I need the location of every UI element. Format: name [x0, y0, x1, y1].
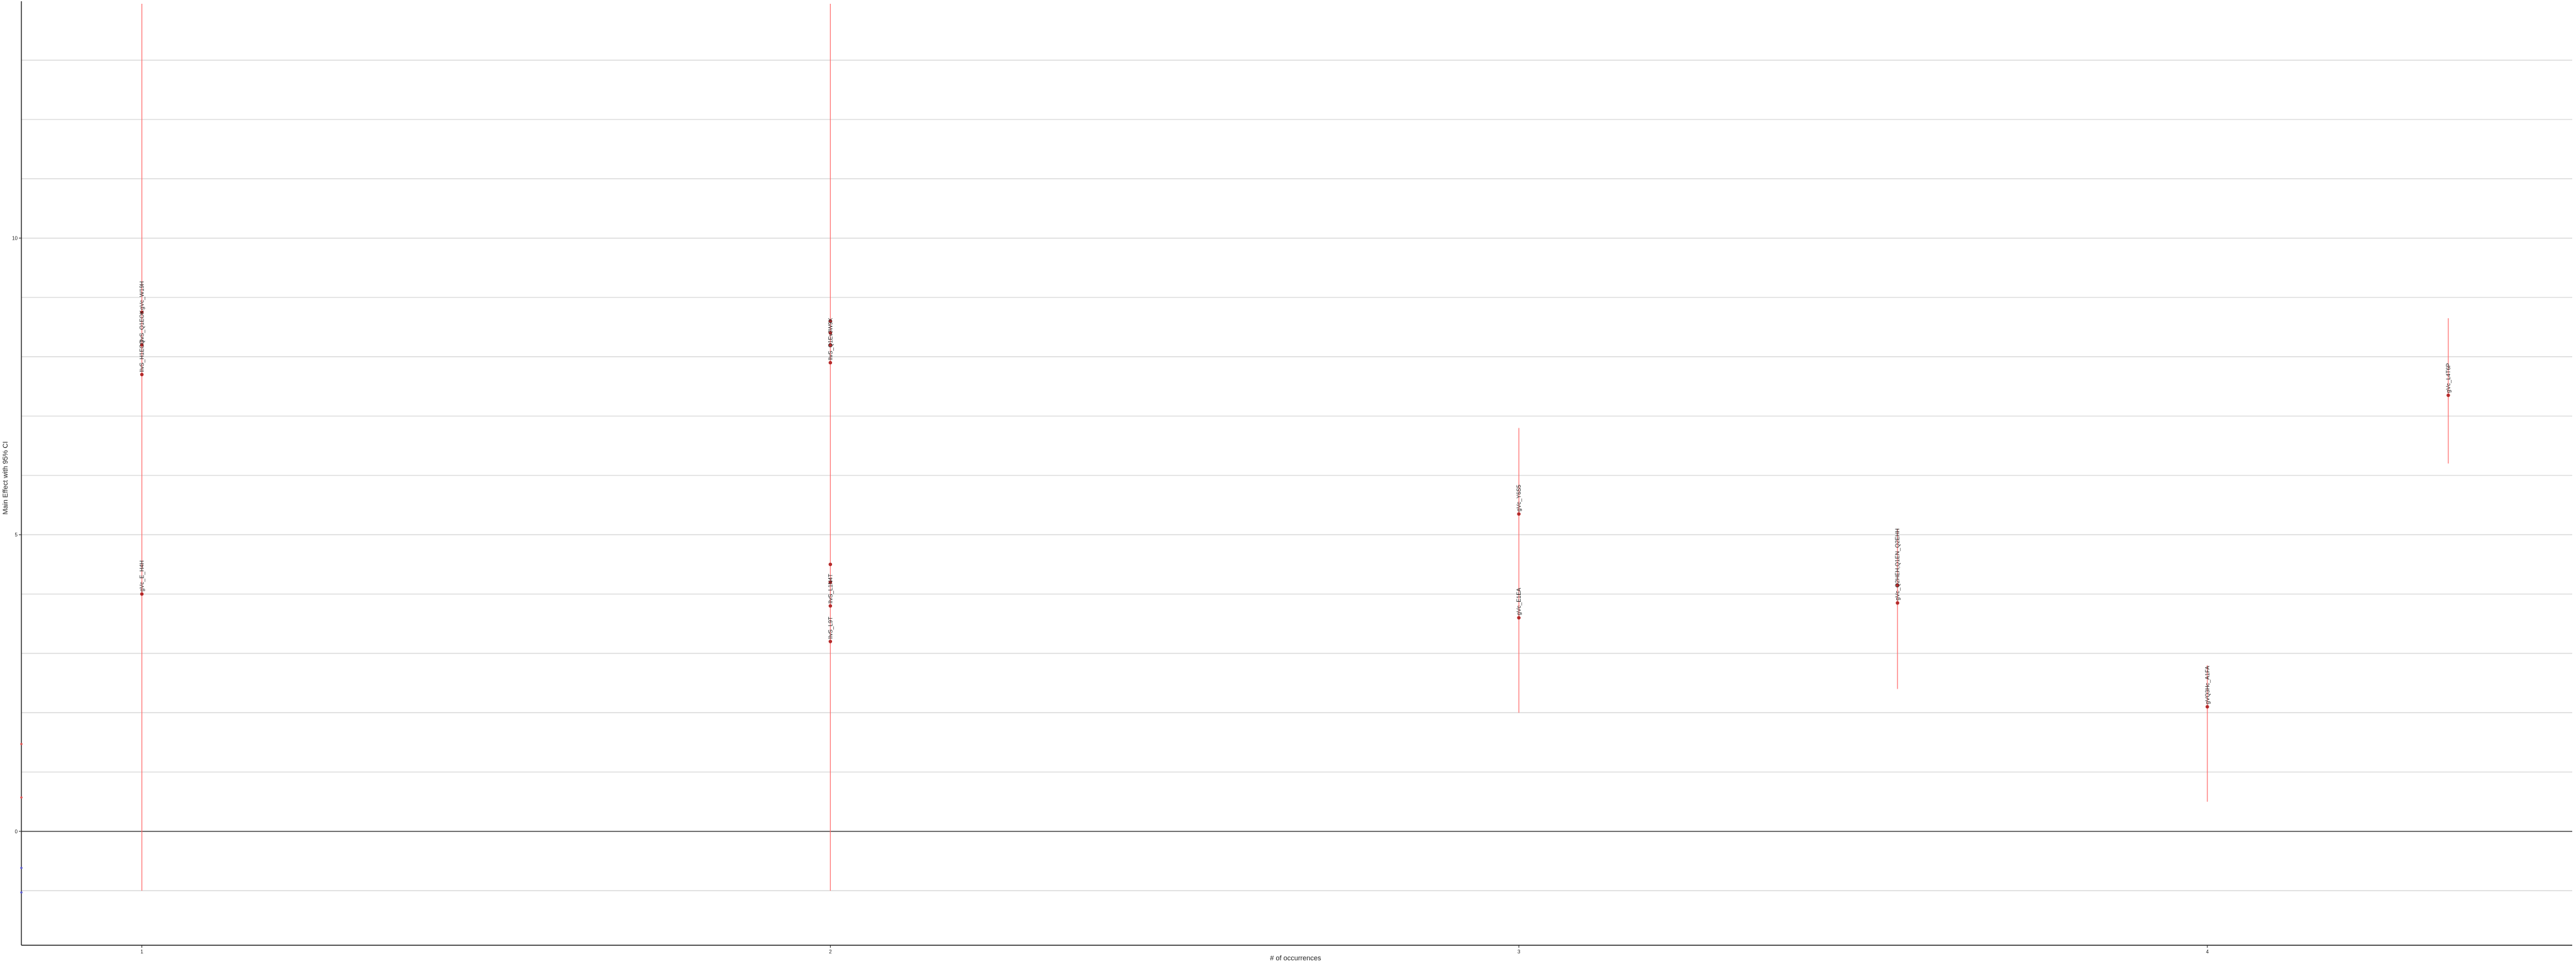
data-point — [140, 343, 144, 347]
data-point — [140, 310, 144, 314]
point-label: lIvS_L9T — [827, 616, 833, 639]
point-label: gVc_Y6S5 — [1516, 485, 1522, 512]
data-point — [140, 592, 144, 596]
data-point — [828, 343, 833, 347]
data-point — [828, 562, 833, 567]
data-point — [1517, 616, 1521, 620]
data-point — [1896, 583, 1899, 587]
edge-marker — [20, 891, 23, 894]
data-point — [828, 360, 833, 365]
edge-marker — [20, 867, 23, 869]
data-point — [1896, 601, 1899, 605]
x-tick-label: 2 — [829, 949, 832, 955]
point-label: gVc_Q2HEH,Q1EN_Q2EHH — [1894, 528, 1901, 601]
data-point — [2205, 704, 2209, 709]
data-points — [140, 310, 2450, 709]
data-point — [140, 372, 144, 377]
point-label: lIvS_Q1EOK — [139, 310, 145, 342]
data-point — [1517, 512, 1521, 516]
y-axis-title: Main Effect with 95% CI — [2, 441, 9, 515]
data-point — [828, 331, 833, 335]
x-tick-label: 1 — [140, 949, 143, 955]
data-point — [828, 604, 833, 608]
point-label: lIvS_Q1Ev3W9X — [827, 318, 833, 360]
y-tick-label: 5 — [15, 532, 18, 538]
data-point — [828, 580, 833, 584]
data-point — [2446, 393, 2450, 397]
x-tick-label: 3 — [1518, 949, 1521, 955]
point-label: gVc_L4T6P — [2445, 364, 2451, 393]
gridlines — [21, 60, 2572, 891]
point-label: lIvS_L1N4T — [827, 574, 833, 604]
edge-marker — [20, 796, 23, 799]
point-label: lIvS_H1ECQ — [139, 340, 145, 372]
y-tick-label: 0 — [15, 829, 18, 835]
tick-labels: 1 2 3 4 0 5 10 — [12, 236, 2209, 955]
point-label: gVc_E1EA — [1516, 588, 1522, 616]
edge-markers — [20, 743, 23, 894]
axes — [21, 1, 2572, 946]
y-tick-label: 10 — [12, 236, 18, 242]
data-point — [828, 640, 833, 643]
data-point — [828, 319, 833, 323]
point-label: gVc_W19H — [139, 281, 145, 310]
x-axis-title: # of occurrences — [1270, 955, 1321, 962]
x-tick-label: 4 — [2206, 949, 2209, 955]
point-label: gVQ3Hc_A1FA — [2204, 666, 2211, 704]
confidence-intervals — [141, 4, 2449, 891]
point-label: gVc_E_H4H — [139, 560, 145, 592]
edge-marker — [20, 743, 23, 745]
